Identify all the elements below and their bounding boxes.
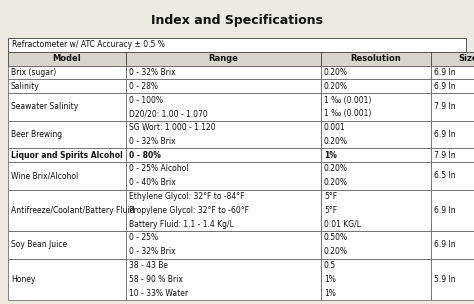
Text: 58 - 90 % Brix: 58 - 90 % Brix (129, 275, 183, 284)
Bar (8, 259, 126, 300)
Text: 0 - 32% Brix: 0 - 32% Brix (129, 247, 176, 256)
Text: 0 - 100%: 0 - 100% (129, 95, 163, 105)
Text: 5.9 In: 5.9 In (434, 275, 456, 284)
Text: Beer Brewing: Beer Brewing (11, 130, 62, 139)
Bar (126, 66, 321, 79)
Bar (321, 93, 431, 121)
Text: Antifreeze/Coolant/Battery Fluid: Antifreeze/Coolant/Battery Fluid (11, 206, 135, 215)
Text: 7.9 In: 7.9 In (434, 102, 456, 112)
Text: Range: Range (209, 54, 238, 63)
Bar (8, 52, 126, 66)
Text: Model: Model (53, 54, 82, 63)
Text: Seawater Salinity: Seawater Salinity (11, 102, 78, 112)
Text: 5°F: 5°F (324, 206, 337, 215)
Text: D20/20: 1.00 - 1.070: D20/20: 1.00 - 1.070 (129, 109, 208, 118)
Text: 0 - 80%: 0 - 80% (129, 151, 161, 160)
Bar (431, 231, 474, 259)
Text: 7.9 In: 7.9 In (434, 151, 456, 160)
Text: 6.9 In: 6.9 In (434, 240, 456, 249)
Text: Size: Size (459, 54, 474, 63)
Bar (431, 148, 474, 162)
Bar (126, 79, 321, 93)
Text: Soy Bean Juice: Soy Bean Juice (11, 240, 67, 249)
Bar (431, 162, 474, 190)
Bar (321, 190, 431, 231)
Text: 6.9 In: 6.9 In (434, 68, 456, 77)
Text: 0 - 25%: 0 - 25% (129, 233, 158, 243)
Bar (321, 162, 431, 190)
Bar (8, 162, 126, 190)
Text: 0 - 28%: 0 - 28% (129, 82, 158, 91)
Text: 0.20%: 0.20% (324, 137, 348, 146)
Text: 0.20%: 0.20% (324, 82, 348, 91)
Text: 1 ‰ (0.001): 1 ‰ (0.001) (324, 95, 371, 105)
Text: Resolution: Resolution (351, 54, 401, 63)
Text: 6.9 In: 6.9 In (434, 206, 456, 215)
Bar (431, 93, 474, 121)
Bar (431, 66, 474, 79)
Text: 0.20%: 0.20% (324, 164, 348, 174)
Text: 1%: 1% (324, 275, 336, 284)
Bar (8, 66, 126, 79)
Bar (431, 190, 474, 231)
Text: 0 - 32% Brix: 0 - 32% Brix (129, 68, 176, 77)
Text: 0 - 40% Brix: 0 - 40% Brix (129, 178, 176, 187)
Bar (431, 259, 474, 300)
Text: 1%: 1% (324, 151, 337, 160)
Text: 0 - 32% Brix: 0 - 32% Brix (129, 137, 176, 146)
Bar (431, 79, 474, 93)
Text: 1 ‰ (0.001): 1 ‰ (0.001) (324, 109, 371, 118)
Bar (321, 259, 431, 300)
Text: Battery Fluid: 1.1 - 1.4 Kg/L: Battery Fluid: 1.1 - 1.4 Kg/L (129, 220, 234, 229)
Bar (126, 52, 321, 66)
Text: 38 - 43 Be: 38 - 43 Be (129, 261, 168, 270)
Text: Wine Brix/Alcohol: Wine Brix/Alcohol (11, 171, 78, 180)
Text: 0 - 25% Alcohol: 0 - 25% Alcohol (129, 164, 189, 174)
Bar (126, 93, 321, 121)
Text: Honey: Honey (11, 275, 36, 284)
Bar (8, 121, 126, 148)
Text: 0.001: 0.001 (324, 123, 346, 132)
Bar (126, 259, 321, 300)
Bar (8, 93, 126, 121)
Bar (126, 190, 321, 231)
Bar (126, 162, 321, 190)
Text: 0.20%: 0.20% (324, 68, 348, 77)
Text: Brix (sugar): Brix (sugar) (11, 68, 56, 77)
Text: 6.9 In: 6.9 In (434, 130, 456, 139)
Text: SG Wort: 1.000 - 1.120: SG Wort: 1.000 - 1.120 (129, 123, 216, 132)
Bar (8, 190, 126, 231)
Bar (321, 148, 431, 162)
Text: 5°F: 5°F (324, 192, 337, 201)
Text: 0.50%: 0.50% (324, 233, 348, 243)
Text: Ethylene Glycol: 32°F to -84°F: Ethylene Glycol: 32°F to -84°F (129, 192, 245, 201)
Bar (431, 52, 474, 66)
Text: 0.20%: 0.20% (324, 178, 348, 187)
Text: Liquor and Spirits Alcohol: Liquor and Spirits Alcohol (11, 151, 123, 160)
Text: Index and Specifications: Index and Specifications (151, 14, 323, 27)
Bar (8, 79, 126, 93)
Text: Refractometer w/ ATC Accuracy ± 0.5 %: Refractometer w/ ATC Accuracy ± 0.5 % (12, 40, 165, 49)
Bar (126, 148, 321, 162)
Bar (8, 38, 466, 52)
Text: Propylene Glycol: 32°F to -60°F: Propylene Glycol: 32°F to -60°F (129, 206, 249, 215)
Bar (321, 231, 431, 259)
Bar (431, 121, 474, 148)
Bar (321, 66, 431, 79)
Bar (321, 121, 431, 148)
Bar (8, 231, 126, 259)
Bar (321, 52, 431, 66)
Bar (126, 231, 321, 259)
Bar (321, 79, 431, 93)
Text: 6.5 In: 6.5 In (434, 171, 456, 180)
Text: 10 - 33% Water: 10 - 33% Water (129, 288, 188, 298)
Bar (8, 148, 126, 162)
Text: 0.20%: 0.20% (324, 247, 348, 256)
Text: 0.01 KG/L: 0.01 KG/L (324, 220, 361, 229)
Text: 6.9 In: 6.9 In (434, 82, 456, 91)
Text: 0.5: 0.5 (324, 261, 336, 270)
Text: 1%: 1% (324, 288, 336, 298)
Bar (126, 121, 321, 148)
Text: Salinity: Salinity (11, 82, 40, 91)
